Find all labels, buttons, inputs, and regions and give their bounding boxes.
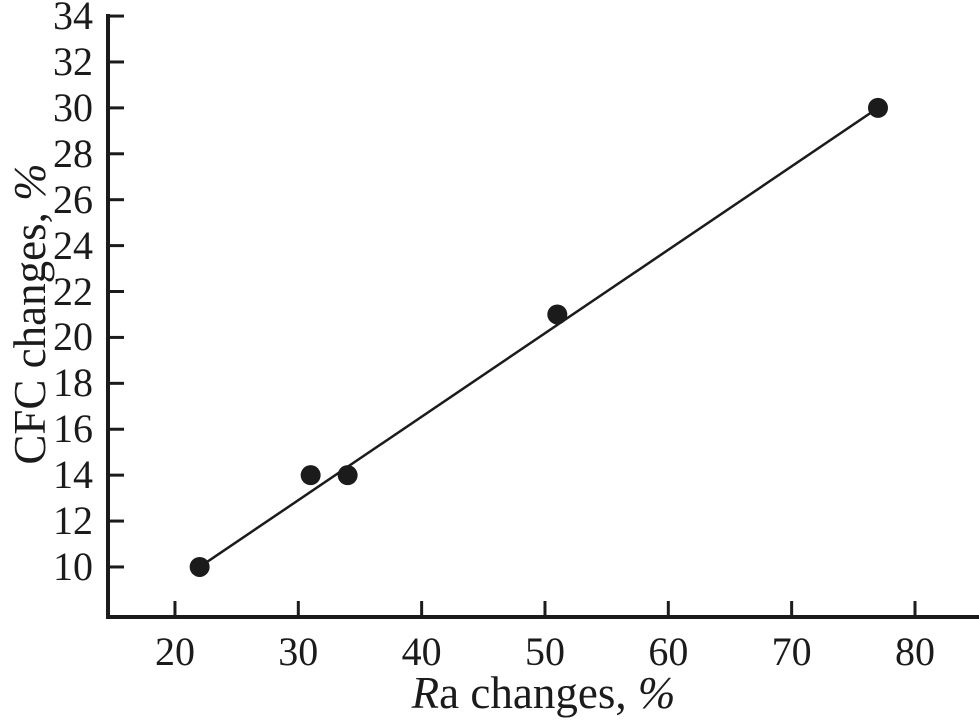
y-tick-label: 24: [53, 222, 93, 268]
x-tick-label: 30: [278, 629, 319, 674]
x-axis-title-percent: %: [637, 668, 676, 718]
trend-line: [198, 106, 879, 568]
x-axis-title: Ra changes, %: [108, 667, 979, 719]
y-axis-title: CFC changes, %: [4, 14, 56, 614]
x-tick-label: 70: [771, 629, 812, 674]
y-tick-label: 30: [53, 84, 93, 130]
y-tick-label: 20: [53, 314, 93, 360]
y-tick-label: 16: [53, 406, 93, 452]
data-point: [300, 465, 321, 486]
y-tick-label: 12: [53, 498, 93, 544]
x-tick-label: 80: [894, 629, 935, 674]
y-tick-label: 18: [53, 360, 93, 406]
y-axis-title-percent: %: [5, 163, 55, 201]
data-point: [547, 304, 568, 325]
y-tick-label: 28: [53, 130, 93, 176]
y-tick-label: 14: [53, 452, 93, 498]
y-tick-label: 22: [53, 268, 93, 314]
y-tick-label: 34: [53, 0, 93, 39]
x-tick-label: 20: [154, 629, 195, 674]
x-tick-label: 40: [401, 629, 442, 674]
x-tick-label: 60: [648, 629, 689, 674]
y-tick-label: 32: [53, 38, 93, 84]
data-point: [867, 97, 888, 118]
y-tick-label: 26: [53, 176, 93, 222]
x-tick-label: 50: [524, 629, 565, 674]
y-tick-label: 10: [53, 543, 93, 589]
y-axis-title-text: CFC changes,: [5, 200, 55, 465]
x-axis-title-r: R: [411, 668, 440, 718]
axis-spine: [106, 14, 979, 619]
data-point: [189, 556, 210, 577]
x-axis-title-text: a changes,: [439, 668, 638, 718]
data-point: [337, 465, 358, 486]
